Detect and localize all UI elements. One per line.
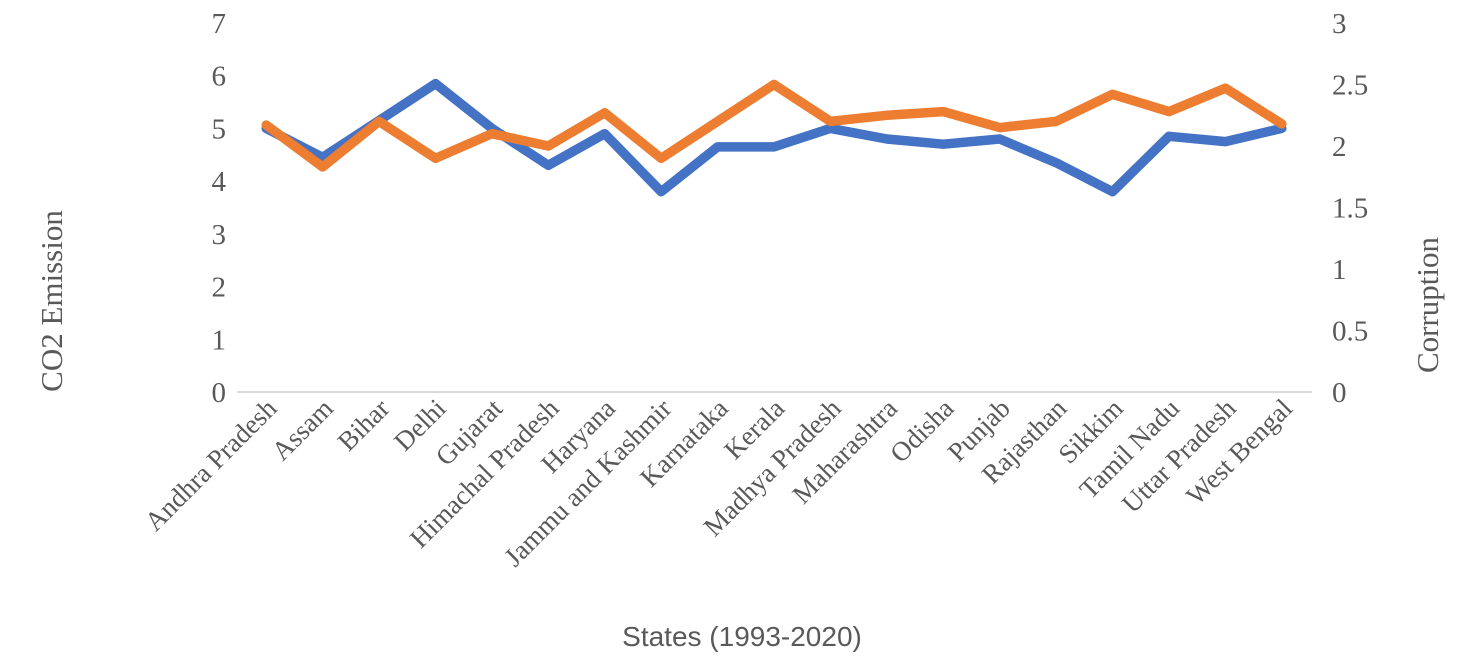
- right-axis-tick-label: 0.5: [1332, 316, 1368, 348]
- right-axis-tick-label: 0: [1332, 377, 1347, 409]
- x-category-label: Andhra Pradesh: [139, 393, 283, 537]
- x-category-label: Odisha: [884, 393, 959, 468]
- x-category-label: Assam: [266, 393, 339, 466]
- x-axis-category-labels: Andhra PradeshAssamBiharDelhiGujaratHima…: [139, 393, 1298, 573]
- right-axis-tick-label: 1.5: [1332, 193, 1368, 225]
- x-axis-title: States (1993-2020): [622, 621, 862, 652]
- left-axis-tick-label: 0: [212, 377, 227, 409]
- left-axis-tick-label: 3: [212, 219, 227, 251]
- right-axis-title: Corruption: [1410, 236, 1445, 373]
- right-axis-ticks: 0 0.5 1 1.5 2 2.5 3: [1332, 8, 1368, 409]
- corruption-line: [261, 79, 1287, 172]
- right-axis-tick-label: 1: [1332, 254, 1347, 286]
- left-axis-tick-label: 1: [212, 324, 227, 356]
- left-axis-tick-label: 5: [212, 113, 227, 145]
- left-axis-title: CO2 Emission: [34, 210, 69, 392]
- right-axis-tick-label: 2.5: [1332, 70, 1368, 102]
- left-axis-ticks: 0 1 2 3 4 5 6 7: [212, 8, 227, 409]
- left-axis-tick-label: 7: [212, 8, 227, 40]
- left-axis-tick-label: 4: [212, 166, 227, 198]
- x-category-label: Bihar: [332, 393, 396, 457]
- right-axis-tick-label: 3: [1332, 8, 1347, 40]
- right-axis-tick-label: 2: [1332, 131, 1347, 163]
- left-axis-tick-label: 2: [212, 272, 227, 304]
- co2-emission-line: [261, 78, 1287, 197]
- left-axis-tick-label: 6: [212, 61, 227, 93]
